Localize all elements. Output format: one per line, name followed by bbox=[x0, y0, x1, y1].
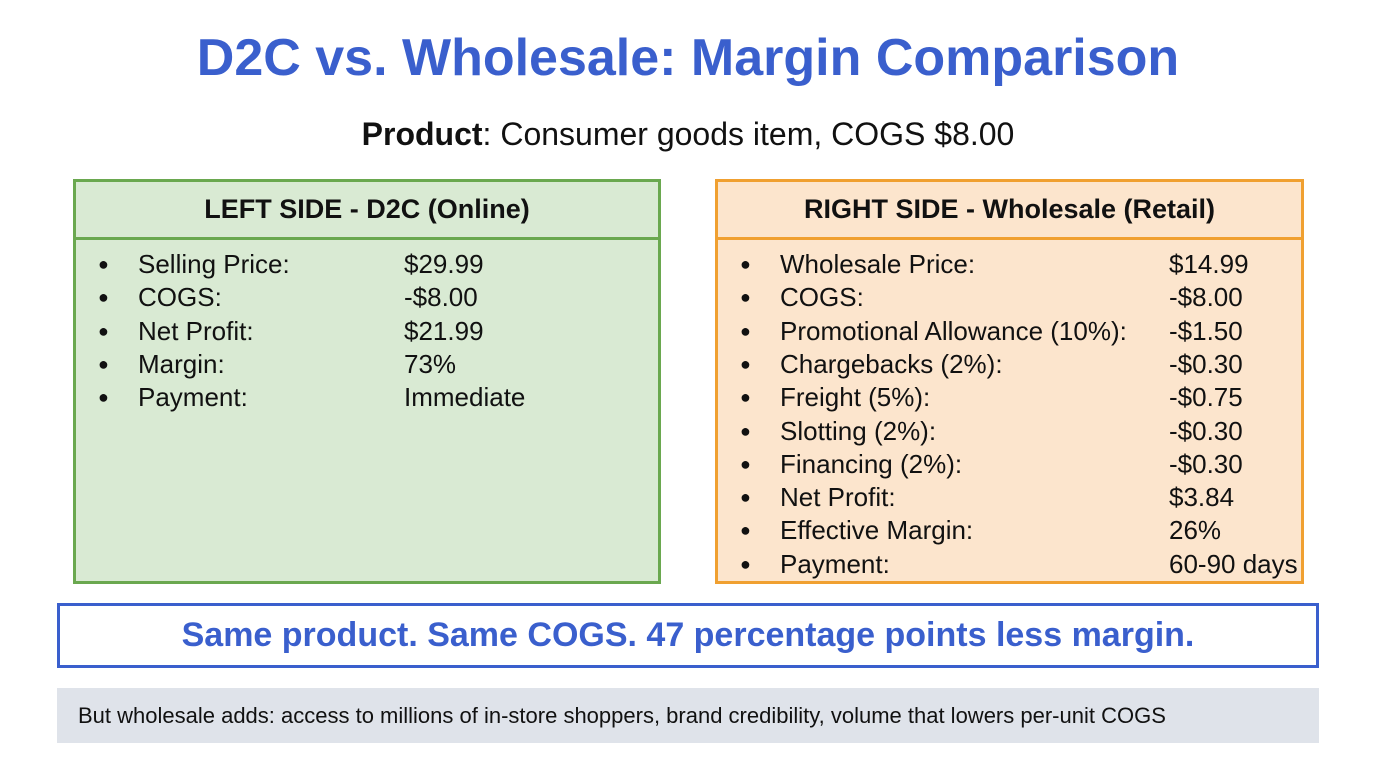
item-value: $14.99 bbox=[1169, 249, 1249, 279]
item-value: -$1.50 bbox=[1169, 315, 1243, 346]
callout: Same product. Same COGS. 47 percentage p… bbox=[57, 603, 1319, 668]
item-label: Slotting (2%): bbox=[780, 415, 937, 446]
item-label: Wholesale Price: bbox=[780, 249, 976, 279]
item-label: COGS: bbox=[138, 282, 222, 313]
item-label: Financing (2%): bbox=[780, 448, 963, 479]
item-value: Immediate bbox=[404, 382, 526, 413]
title: D2C vs. Wholesale: Margin Comparison bbox=[196, 29, 1180, 87]
product-text: : Consumer goods item, COGS $8.00 bbox=[482, 116, 1015, 152]
item-label: Payment: bbox=[780, 548, 890, 579]
item-label: Effective Margin: bbox=[780, 515, 974, 546]
item-value: -$0.30 bbox=[1169, 348, 1243, 379]
item-value: 73% bbox=[404, 348, 457, 379]
item-label: Net Profit: bbox=[138, 315, 254, 346]
item-label: COGS: bbox=[780, 282, 864, 313]
item-label: Chargebacks (2%): bbox=[780, 348, 1003, 379]
d2c-panel: LEFT SIDE - D2C (Online) Selling Price: $2… bbox=[73, 179, 661, 584]
item-label: Freight (5%): bbox=[780, 382, 931, 413]
item-label: Selling Price: bbox=[138, 249, 290, 279]
panel-header: RIGHT SIDE - Wholesale (Retail) bbox=[718, 182, 1301, 240]
item-value: 60-90 days bbox=[1169, 548, 1298, 579]
item-label: Margin: bbox=[138, 348, 225, 379]
panel-header: LEFT SIDE - D2C (Online) bbox=[76, 182, 658, 240]
item-value: -$8.00 bbox=[404, 282, 478, 313]
item-value: 26% bbox=[1169, 515, 1222, 546]
item-value: -$8.00 bbox=[1169, 282, 1243, 313]
item-label: Payment: bbox=[138, 382, 248, 413]
item-value: -$0.75 bbox=[1169, 382, 1243, 413]
product-line: Product: Consumer goods item, COGS $8.00 bbox=[0, 116, 1376, 153]
item-value: $21.99 bbox=[404, 315, 484, 346]
wholesale-panel: RIGHT SIDE - Wholesale (Retail) Wholesale… bbox=[715, 179, 1304, 584]
item-label: Promotional Allowance (10%): bbox=[780, 315, 1127, 346]
product-label: Product bbox=[361, 116, 483, 152]
item-value: $29.99 bbox=[404, 249, 484, 279]
item-value: -$0.30 bbox=[1169, 415, 1243, 446]
note: But wholesale adds: access to millions o… bbox=[57, 688, 1319, 743]
item-value: -$0.30 bbox=[1169, 448, 1243, 479]
item-label: Net Profit: bbox=[780, 482, 896, 513]
item-value: $3.84 bbox=[1169, 482, 1235, 513]
